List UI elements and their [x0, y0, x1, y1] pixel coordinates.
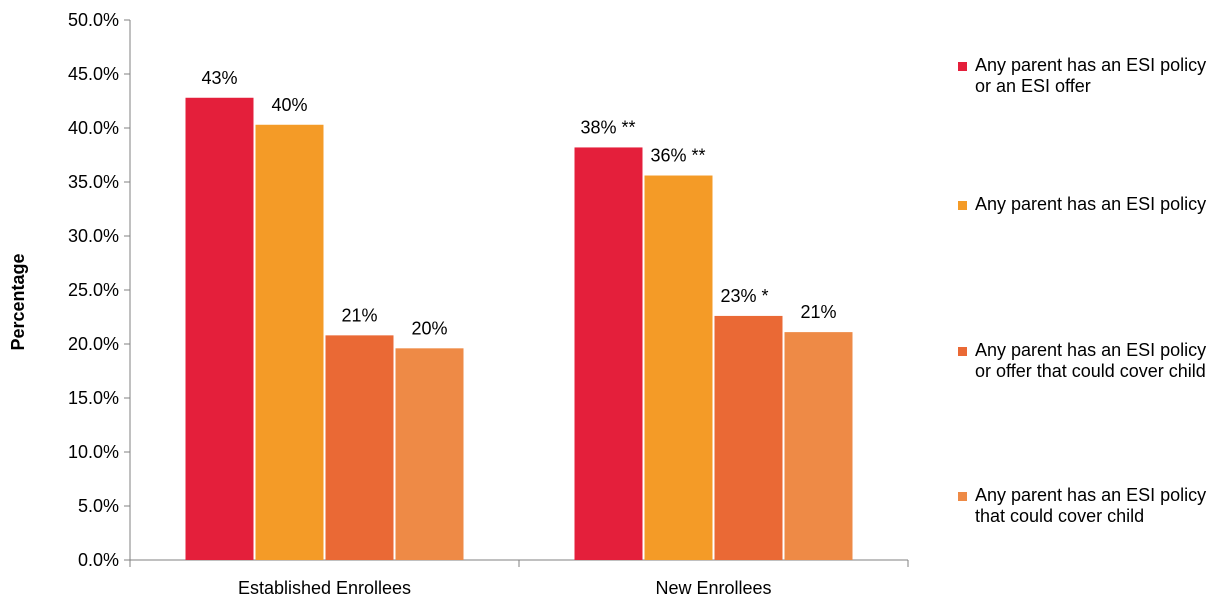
- bars: [185, 97, 853, 560]
- legend-swatch: [958, 492, 967, 501]
- bar-value-label: 20%: [411, 318, 447, 338]
- x-tick-label: New Enrollees: [655, 578, 771, 598]
- y-tick-label: 40.0%: [68, 118, 119, 138]
- bar: [255, 124, 324, 560]
- y-tick-label: 5.0%: [78, 496, 119, 516]
- y-tick-label: 20.0%: [68, 334, 119, 354]
- legend-swatch: [958, 201, 967, 210]
- bar-labels: 43% 38% ** 40% 36% ** 21% 23% * 20% 21%: [201, 68, 836, 339]
- bar: [395, 348, 464, 560]
- y-tick-label: 45.0%: [68, 64, 119, 84]
- bar-value-label: 21%: [341, 305, 377, 325]
- bar-value-label: 23% *: [721, 286, 769, 306]
- legend-swatch: [958, 62, 967, 71]
- x-axis: Established Enrollees New Enrollees: [129, 559, 909, 598]
- bar-value-label: 21%: [800, 302, 836, 322]
- legend-label: Any parent has an ESI policy that could …: [975, 485, 1207, 526]
- bar-value-label: 43%: [201, 68, 237, 88]
- legend-label: Any parent has an ESI policy or an ESI o…: [975, 55, 1207, 96]
- y-tick-label: 35.0%: [68, 172, 119, 192]
- legend-label: Any parent has an ESI policy or offer th…: [975, 340, 1207, 381]
- y-tick-label: 0.0%: [78, 550, 119, 570]
- legend-item-esi-policy-or-offer-cover-child: Any parent has an ESI policy or offer th…: [958, 340, 1220, 382]
- legend-item-esi-policy-or-offer: Any parent has an ESI policy or an ESI o…: [958, 55, 1220, 97]
- bar: [325, 335, 394, 560]
- y-axis: 0.0% 5.0% 10.0% 15.0% 20.0% 25.0% 30.0% 35.0% 40…: [68, 10, 131, 570]
- legend-swatch: [958, 347, 967, 356]
- y-tick-label: 50.0%: [68, 10, 119, 30]
- legend: Any parent has an ESI policy or an ESI o…: [958, 55, 1220, 526]
- bar-value-label: 40%: [271, 95, 307, 115]
- bar: [784, 332, 853, 560]
- legend-item-esi-policy: Any parent has an ESI policy: [958, 194, 1206, 215]
- bar: [714, 315, 783, 560]
- y-tick-label: 25.0%: [68, 280, 119, 300]
- y-tick-label: 30.0%: [68, 226, 119, 246]
- bar: [574, 147, 643, 560]
- legend-item-esi-policy-cover-child: Any parent has an ESI policy that could …: [958, 485, 1220, 527]
- y-tick-label: 10.0%: [68, 442, 119, 462]
- bar-value-label: 36% **: [651, 146, 706, 166]
- bar: [185, 97, 254, 560]
- bar: [644, 175, 713, 560]
- x-tick-label: Established Enrollees: [238, 578, 411, 598]
- legend-label: Any parent has an ESI policy: [975, 194, 1207, 214]
- bar-value-label: 38% **: [581, 117, 636, 137]
- y-tick-label: 15.0%: [68, 388, 119, 408]
- y-axis-title: Percentage: [8, 253, 28, 350]
